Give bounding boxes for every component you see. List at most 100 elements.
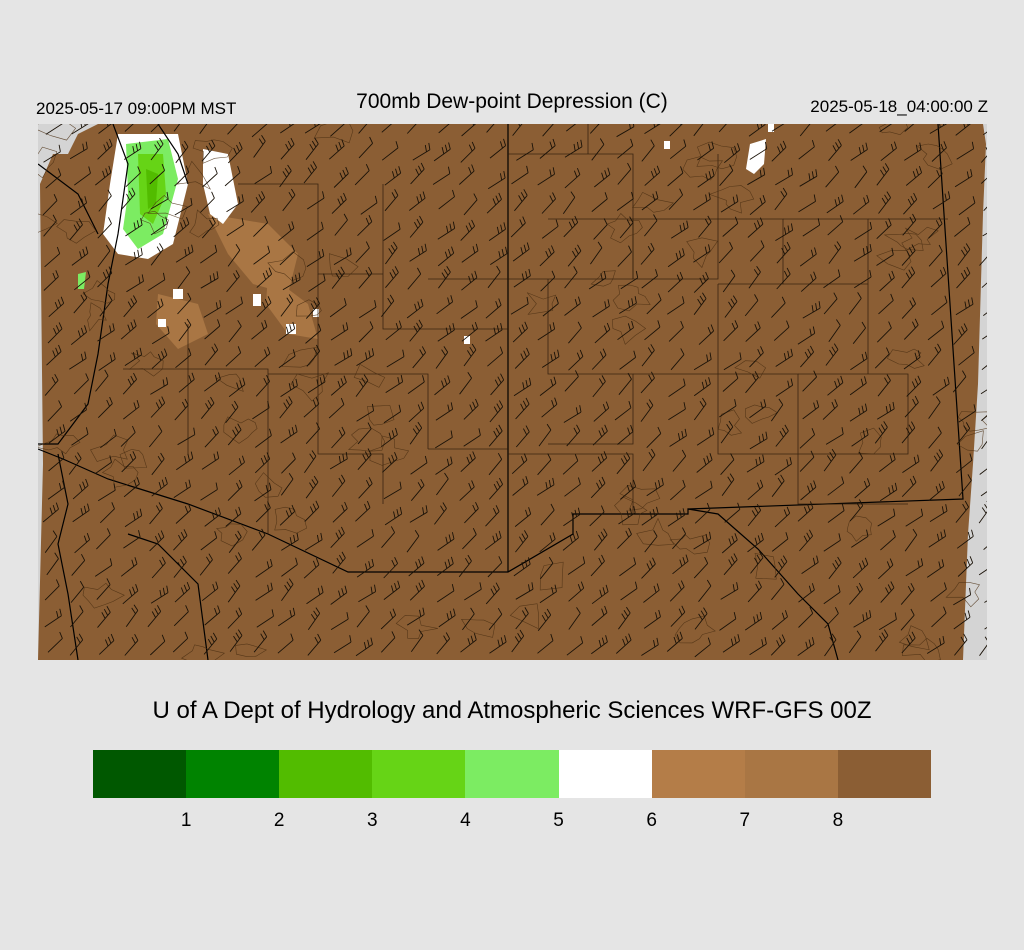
wind-barb	[902, 213, 917, 236]
wind-barb	[718, 124, 727, 133]
wind-barb	[381, 526, 395, 548]
wind-barb	[720, 194, 739, 213]
terrain-contour	[686, 237, 719, 269]
terrain-contour	[898, 625, 930, 651]
wind-barb	[304, 124, 321, 134]
wind-barb	[489, 635, 507, 654]
wind-barb	[541, 397, 558, 418]
wind-barb	[641, 191, 659, 211]
wind-barb	[903, 318, 919, 340]
wind-barb	[437, 323, 455, 342]
wind-barb	[461, 124, 477, 137]
wind-barb	[542, 296, 559, 317]
wind-barb	[771, 532, 789, 552]
wind-barb	[488, 424, 503, 447]
wind-barb	[149, 163, 166, 185]
wind-barb	[669, 124, 683, 137]
wind-barb	[97, 217, 112, 239]
wind-barb	[698, 215, 712, 238]
wind-barb	[640, 242, 655, 265]
wind-barb	[225, 346, 242, 367]
wind-barb	[591, 605, 608, 626]
wind-barb	[799, 169, 818, 187]
wind-barb	[227, 423, 242, 446]
wind-barb	[564, 139, 583, 158]
wind-barb	[901, 244, 916, 266]
wind-barb	[73, 373, 89, 395]
colorbar-swatch	[651, 750, 745, 798]
wind-barb	[434, 502, 447, 525]
wind-barb	[124, 124, 134, 132]
wind-barb	[929, 504, 948, 522]
wind-barb	[175, 503, 192, 524]
wind-barb	[954, 169, 973, 188]
wind-barb	[199, 553, 213, 576]
wind-barb	[694, 607, 708, 630]
wind-barb	[174, 197, 193, 216]
wind-barb	[149, 502, 163, 525]
wind-barb	[124, 633, 139, 656]
wind-barb	[69, 633, 84, 656]
wind-barb	[697, 168, 715, 188]
terrain-contour	[295, 299, 322, 317]
wind-barb	[409, 579, 425, 601]
wind-barb	[202, 166, 218, 188]
wind-barb	[306, 191, 325, 210]
terrain-contour	[82, 280, 116, 304]
wind-barb	[824, 633, 837, 657]
wind-barb	[358, 266, 373, 289]
wind-barb	[722, 634, 740, 653]
wind-barb	[698, 579, 712, 602]
wind-barb	[123, 399, 140, 420]
wind-barb	[903, 350, 921, 370]
wind-barb	[826, 194, 844, 214]
wind-barb	[381, 124, 393, 133]
wind-barb	[255, 501, 271, 523]
wind-barb	[693, 124, 704, 137]
wind-barb	[567, 244, 582, 267]
wind-barb	[330, 585, 348, 605]
wind-barb	[70, 580, 85, 603]
wind-barb	[928, 529, 947, 548]
wind-barb	[254, 346, 271, 368]
wind-barb	[620, 581, 638, 601]
wind-barb	[901, 475, 917, 498]
wind-barb	[486, 192, 502, 214]
wind-barb	[512, 242, 530, 262]
wind-barb	[774, 187, 788, 211]
wind-barb	[69, 218, 83, 241]
wind-barb	[71, 427, 89, 446]
wind-barb	[46, 552, 59, 576]
wind-barb	[355, 241, 370, 263]
wind-barb	[251, 528, 266, 551]
wind-barb	[329, 298, 347, 318]
wind-barb	[463, 193, 478, 216]
colorbar-tick-label: 7	[739, 810, 751, 831]
wind-barb	[641, 637, 659, 656]
wind-barb	[641, 344, 655, 367]
terrain-contour	[744, 404, 779, 424]
wind-barb	[357, 448, 372, 470]
wind-barb	[956, 141, 975, 160]
wind-barb	[356, 348, 375, 366]
wind-barb	[876, 321, 892, 343]
wind-barb	[591, 584, 609, 605]
wind-barb	[539, 532, 556, 553]
wind-barb	[150, 243, 164, 266]
wind-barb	[537, 167, 555, 186]
wind-barb	[510, 296, 529, 315]
wind-barb	[771, 140, 787, 162]
wind-barb	[900, 582, 915, 605]
wind-barb	[436, 632, 450, 655]
wind-barb	[590, 554, 605, 577]
wind-barb	[822, 399, 838, 420]
wind-barb	[438, 189, 455, 210]
wind-barb	[385, 241, 398, 265]
wind-barb	[44, 579, 60, 601]
wind-barb	[333, 635, 352, 654]
wind-barb	[173, 479, 191, 498]
wind-barb	[305, 475, 319, 499]
wind-barb	[539, 245, 555, 267]
wind-barb	[617, 162, 632, 185]
terrain-contours	[38, 124, 987, 660]
